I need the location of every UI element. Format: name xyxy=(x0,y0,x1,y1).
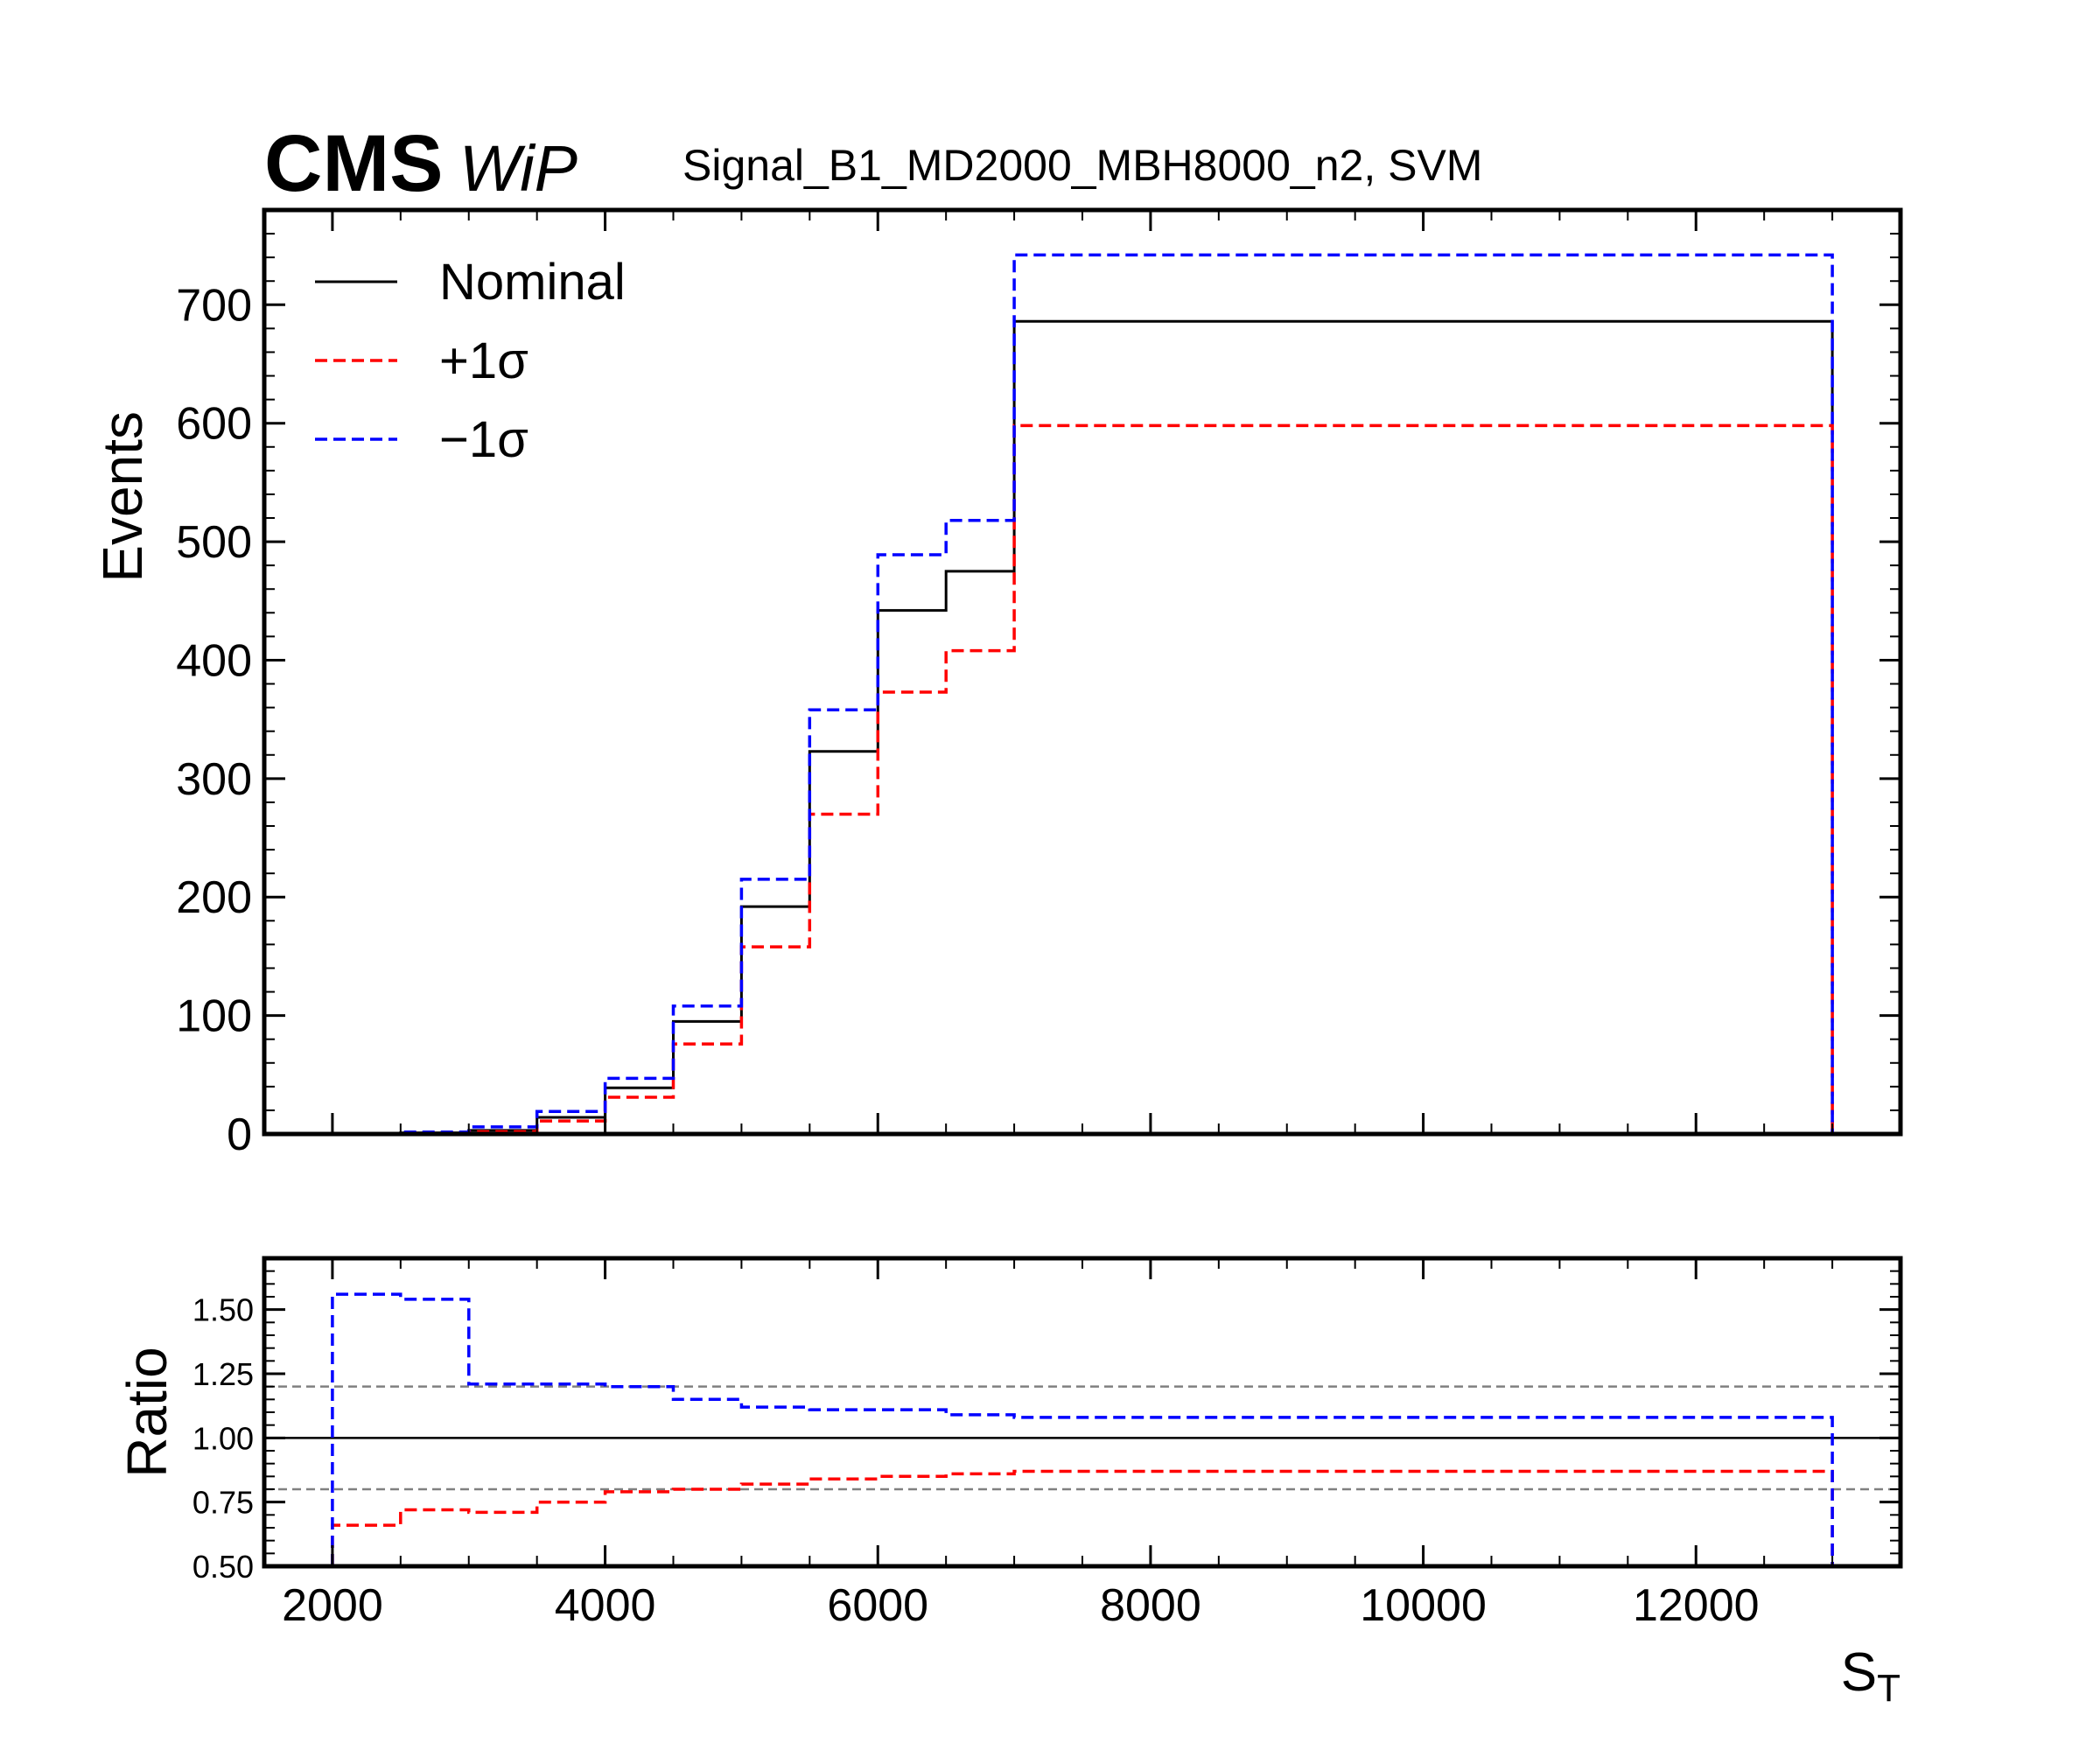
ratio-y-tick-label: 1.50 xyxy=(192,1292,254,1328)
ratio-plot-frame xyxy=(262,1256,1903,1569)
ratio-y-tick-label: 0.75 xyxy=(192,1485,254,1521)
ratio-series-line-minus-1sigma xyxy=(331,1292,1834,1566)
plot-subtitle: Signal_B1_MD2000_MBH8000_n2, SVM xyxy=(682,141,1482,190)
x-tick-label: 12000 xyxy=(1633,1580,1760,1631)
main-series-line-plus-1sigma xyxy=(332,424,1834,1134)
main-y-tick-label: 700 xyxy=(176,280,252,331)
x-axis-label: ST xyxy=(1841,1642,1900,1710)
ratio-y-tick-label: 0.50 xyxy=(192,1549,254,1585)
main-y-tick-label: 200 xyxy=(176,872,252,923)
legend-item-minus-1-sigma: −1σ xyxy=(315,411,528,468)
x-axis-label-subscript: T xyxy=(1877,1667,1900,1710)
main-series-line-minus-1sigma xyxy=(332,253,1834,1134)
x-tick-label: 10000 xyxy=(1360,1580,1487,1631)
legend-label-nominal: Nominal xyxy=(439,254,626,311)
ratio-plot-area: 0.50 0.75 1.00 1.25 1.50 2000 4000 6000 8000 1000… xyxy=(116,1256,1903,1710)
legend-item-nominal: Nominal xyxy=(315,254,626,311)
ratio-series-line-plus-1sigma xyxy=(331,1469,1834,1566)
main-y-tick-label: 0 xyxy=(227,1110,252,1160)
status-label: WiP xyxy=(459,132,578,205)
legend-label-minus-1-sigma: −1σ xyxy=(439,411,528,468)
main-y-tick-label: 600 xyxy=(176,399,252,450)
x-tick-label: 8000 xyxy=(1100,1580,1201,1631)
x-axis-label-main: S xyxy=(1841,1642,1877,1703)
experiment-label: CMS xyxy=(264,119,443,208)
x-tick-label: 2000 xyxy=(282,1580,383,1631)
main-y-axis-label: Events xyxy=(91,411,154,583)
ratio-y-axis-label: Ratio xyxy=(116,1347,178,1477)
legend-item-plus-1-sigma: +1σ xyxy=(315,332,528,389)
ratio-y-tick-label: 1.00 xyxy=(192,1420,254,1456)
main-y-tick-label: 300 xyxy=(176,754,252,805)
main-plot-frame xyxy=(262,207,1903,1137)
legend: Nominal +1σ −1σ xyxy=(315,254,626,468)
main-y-tick-label: 400 xyxy=(176,635,252,686)
main-y-tick-label: 500 xyxy=(176,517,252,568)
x-tick-label: 4000 xyxy=(555,1580,656,1631)
main-y-tick-label: 100 xyxy=(176,991,252,1042)
legend-label-plus-1-sigma: +1σ xyxy=(439,332,528,389)
ratio-y-tick-label: 1.25 xyxy=(192,1356,254,1392)
main-series-line-nominal xyxy=(332,319,1834,1134)
x-tick-label: 6000 xyxy=(827,1580,928,1631)
main-plot-area: 0 100 200 300 400 500 600 700 Events xyxy=(91,207,1903,1160)
